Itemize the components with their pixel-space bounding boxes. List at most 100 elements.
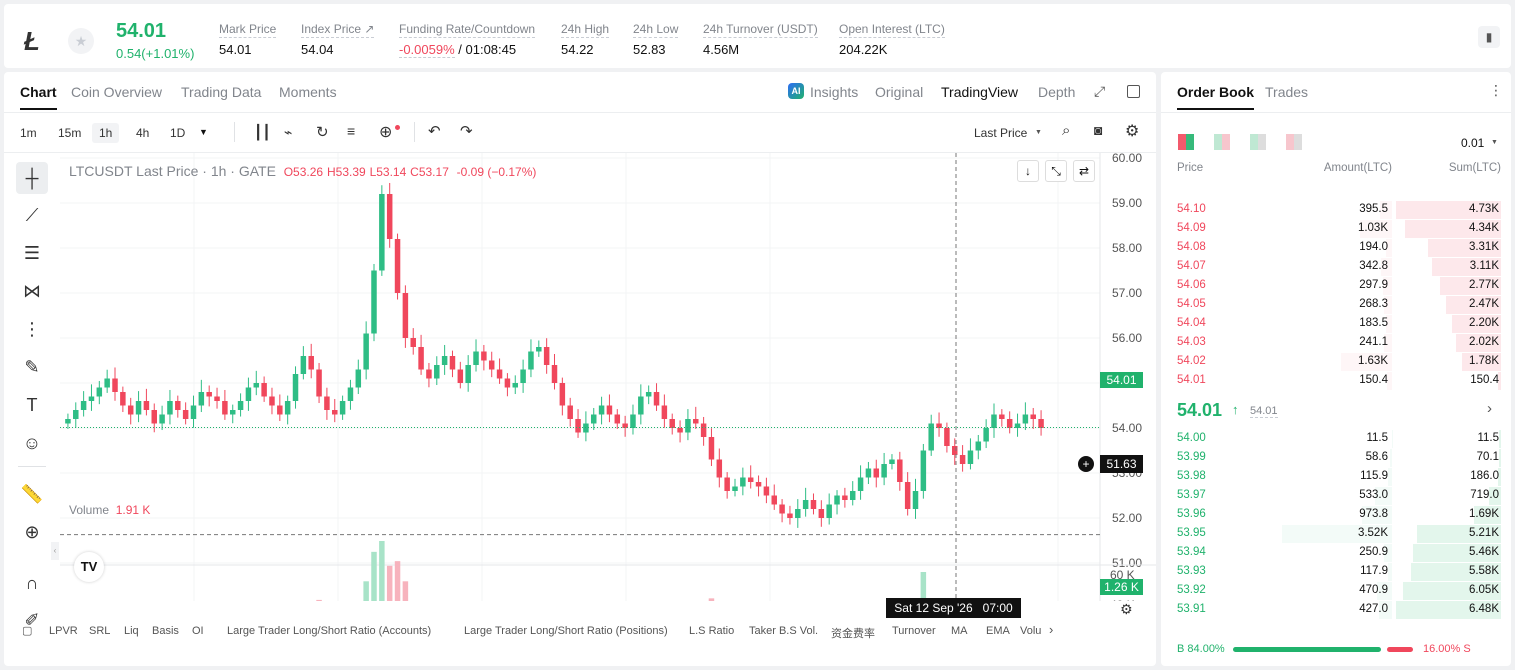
ask-row[interactable]: 54.01 150.4 150.4: [1161, 371, 1511, 390]
ask-row[interactable]: 54.07 342.8 3.11K: [1161, 257, 1511, 276]
tab-trading-data[interactable]: Trading Data: [181, 84, 262, 100]
indicator-0[interactable]: LPVR: [49, 625, 78, 637]
bid-row[interactable]: 53.96 973.8 1.69K: [1161, 505, 1511, 524]
ask-row[interactable]: 54.05 268.3 2.47K: [1161, 295, 1511, 314]
crosshair-tool-icon[interactable]: ┼: [16, 162, 48, 194]
chevron-down-icon[interactable]: ▼: [1491, 139, 1498, 146]
chevron-right-icon[interactable]: ›: [1049, 622, 1054, 637]
alert-add-icon[interactable]: ⊕: [379, 124, 393, 141]
zoom-in-tool-icon[interactable]: ⊕: [24, 522, 40, 542]
ruler-tool-icon[interactable]: 📏: [20, 484, 44, 504]
ask-row[interactable]: 54.04 183.5 2.20K: [1161, 314, 1511, 333]
brush-tool-icon[interactable]: ✎: [24, 357, 40, 377]
chevron-down-icon[interactable]: ▼: [1035, 129, 1042, 136]
row-amount: 58.6: [1365, 451, 1388, 463]
chevron-down-icon[interactable]: ▼: [199, 127, 208, 137]
more-icon[interactable]: ⋮: [1489, 82, 1503, 98]
layout-both-icon[interactable]: [1178, 134, 1194, 150]
indicator-toggle-icon[interactable]: ▢: [22, 625, 33, 637]
ask-row[interactable]: 54.09 1.03K 4.34K: [1161, 219, 1511, 238]
indicator-7[interactable]: L.S Ratio: [689, 625, 735, 637]
view-tradingview[interactable]: TradingView: [941, 84, 1019, 100]
bid-row[interactable]: 53.92 470.9 6.05K: [1161, 581, 1511, 600]
replay-icon[interactable]: ↻: [316, 124, 329, 141]
arrow-down-icon[interactable]: ↓: [1017, 160, 1039, 182]
view-original[interactable]: Original: [875, 84, 924, 100]
insights-button[interactable]: Insights: [810, 84, 859, 100]
indicator-6[interactable]: Large Trader Long/Short Ratio (Positions…: [464, 625, 668, 637]
tab-trades[interactable]: Trades: [1265, 84, 1309, 100]
redo-icon[interactable]: ↷: [460, 123, 473, 140]
chart-panel: Chart Coin Overview Trading Data Moments…: [4, 72, 1156, 666]
ask-row[interactable]: 54.10 395.5 4.73K: [1161, 200, 1511, 219]
collapse-icon[interactable]: ⤡: [1045, 160, 1067, 182]
bid-row[interactable]: 53.98 115.9 186.0: [1161, 467, 1511, 486]
trendline-tool-icon[interactable]: ⟋: [25, 205, 39, 225]
collapse-toolbar-icon[interactable]: ‹: [51, 542, 59, 560]
indicator-5[interactable]: Large Trader Long/Short Ratio (Accounts): [227, 625, 432, 637]
interval-1m[interactable]: 1m: [20, 126, 37, 140]
bid-row[interactable]: 53.97 533.0 719.0: [1161, 486, 1511, 505]
ask-row[interactable]: 54.02 1.63K 1.78K: [1161, 352, 1511, 371]
ask-row[interactable]: 54.03 241.1 2.02K: [1161, 333, 1511, 352]
ask-row[interactable]: 54.06 297.9 2.77K: [1161, 276, 1511, 295]
camera-icon[interactable]: ◙: [1094, 122, 1103, 138]
magnet-tool-icon[interactable]: ∩: [25, 573, 39, 593]
pencil-lock-tool-icon[interactable]: ✐: [24, 610, 40, 630]
indicator-8[interactable]: Taker B.S Vol.: [749, 625, 819, 637]
bid-row[interactable]: 53.94 250.9 5.46K: [1161, 543, 1511, 562]
indicator-10[interactable]: Turnover: [892, 625, 936, 637]
indicator-13[interactable]: Volu: [1020, 625, 1042, 637]
indicator-9[interactable]: 资金费率: [831, 628, 875, 640]
indicator-11[interactable]: MA: [951, 625, 968, 637]
ai-insights-icon[interactable]: AI: [788, 83, 804, 99]
tab-moments[interactable]: Moments: [279, 84, 337, 100]
bid-row[interactable]: 54.00 11.5 11.5: [1161, 429, 1511, 448]
interval-15m[interactable]: 15m: [58, 126, 82, 140]
tab-order-book[interactable]: Order Book: [1177, 84, 1255, 110]
layout-bids-icon[interactable]: [1214, 134, 1230, 150]
interval-1h[interactable]: 1h: [92, 123, 120, 143]
search-icon[interactable]: ⌕: [1062, 122, 1071, 139]
indicator-12[interactable]: EMA: [986, 625, 1010, 637]
sync-icon[interactable]: ⇄: [1073, 160, 1095, 182]
gear-icon[interactable]: ⚙: [1125, 123, 1140, 140]
precision-select[interactable]: 0.01: [1461, 136, 1485, 150]
indicator-2[interactable]: Liq: [124, 625, 139, 637]
tab-chart[interactable]: Chart: [20, 84, 57, 110]
pattern-tool-icon[interactable]: ⋈: [23, 281, 41, 301]
ask-row[interactable]: 54.08 194.0 3.31K: [1161, 238, 1511, 257]
stat-index-price[interactable]: Index Price ↗ 54.04: [301, 22, 375, 57]
expand-icon[interactable]: ⤢: [1094, 83, 1106, 99]
price-type-select[interactable]: Last Price: [974, 126, 1028, 140]
book-icon[interactable]: ▮: [1478, 26, 1500, 48]
bid-row[interactable]: 53.91 427.0 6.48K: [1161, 600, 1511, 619]
chevron-right-icon[interactable]: ›: [1487, 400, 1492, 417]
indicator-3[interactable]: Basis: [152, 625, 179, 637]
indicator-1[interactable]: SRL: [89, 625, 111, 637]
layout-asks-icon[interactable]: [1286, 134, 1302, 150]
interval-4h[interactable]: 4h: [136, 126, 150, 140]
tab-coin-overview[interactable]: Coin Overview: [71, 84, 163, 100]
projection-tool-icon[interactable]: ⋮: [23, 319, 41, 339]
fib-tool-icon[interactable]: ☰: [23, 243, 41, 263]
text-tool-icon[interactable]: T: [26, 395, 38, 415]
bid-row[interactable]: 53.99 58.6 70.1: [1161, 448, 1511, 467]
indicator-4[interactable]: OI: [192, 625, 204, 637]
templates-icon[interactable]: ≡: [347, 123, 356, 139]
interval-1d[interactable]: 1D: [170, 126, 186, 140]
indicators-icon[interactable]: ⌁: [284, 124, 293, 140]
layout-green-icon[interactable]: [1250, 134, 1266, 150]
favorite-star-icon[interactable]: ★: [68, 28, 94, 54]
emoji-tool-icon[interactable]: ☺: [22, 433, 42, 453]
bid-row[interactable]: 53.95 3.52K 5.21K: [1161, 524, 1511, 543]
tradingview-logo-icon[interactable]: TV: [74, 552, 104, 582]
axis-settings-icon[interactable]: ⚙: [1120, 601, 1133, 617]
view-depth[interactable]: Depth: [1038, 84, 1076, 100]
candles-icon[interactable]: ┃┃: [254, 124, 271, 140]
bid-row[interactable]: 53.93 117.9 5.58K: [1161, 562, 1511, 581]
undo-icon[interactable]: ↶: [428, 123, 441, 140]
candlestick-chart[interactable]: 60.0059.0058.0057.0056.0055.0054.0053.00…: [60, 153, 1156, 601]
add-alert-icon[interactable]: +: [1078, 456, 1094, 472]
window-icon[interactable]: [1127, 85, 1140, 98]
